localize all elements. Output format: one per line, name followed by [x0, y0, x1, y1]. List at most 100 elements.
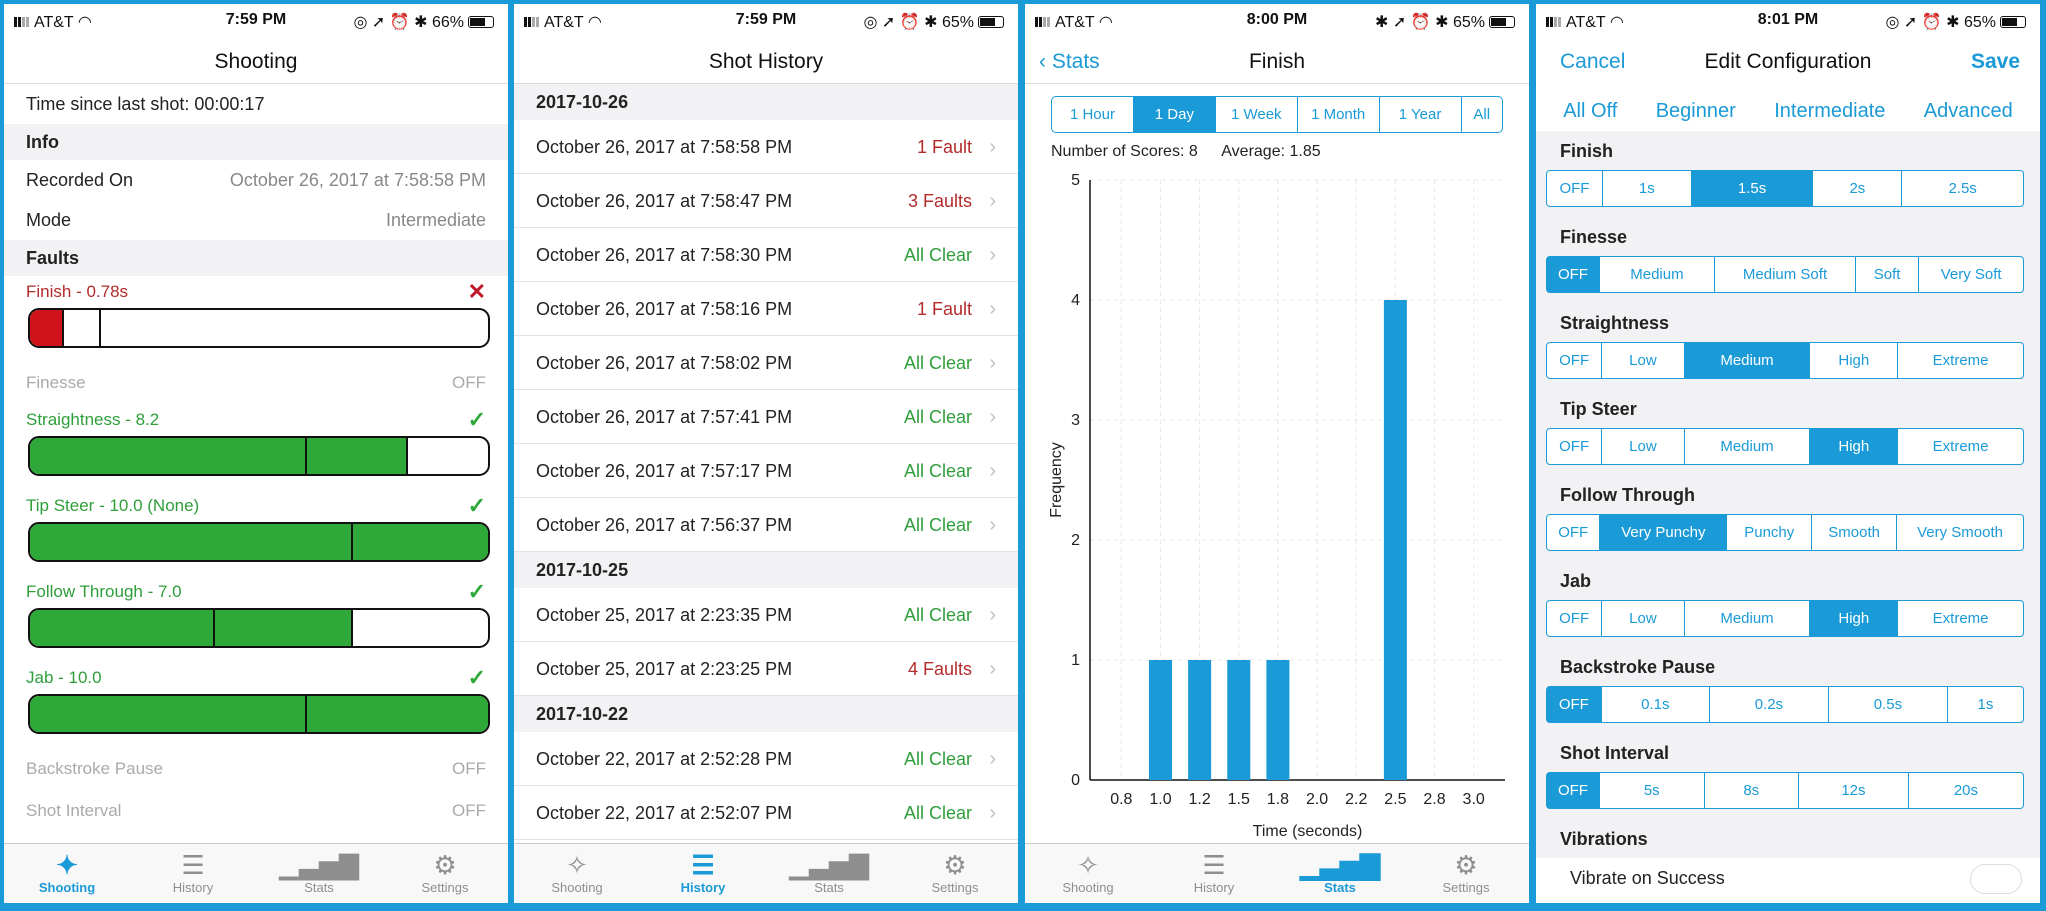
config-option[interactable]: 5s — [1598, 773, 1704, 808]
time-since-last-shot: Time since last shot: 00:00:17 — [26, 94, 265, 114]
status-icons: ◎ ➚ ⏰ ✱ — [353, 14, 432, 31]
history-row[interactable]: October 26, 2017 at 7:58:02 PM All Clear › — [514, 336, 1018, 390]
range-option[interactable]: All — [1460, 97, 1502, 132]
config-option[interactable]: High — [1809, 429, 1898, 464]
fault-score-bar — [28, 522, 490, 562]
history-row[interactable]: October 22, 2017 at 2:52:28 PM All Clear › — [514, 732, 1018, 786]
preset-level-button[interactable]: All Off — [1563, 100, 1618, 122]
config-option[interactable]: OFF — [1547, 257, 1599, 292]
gear-icon: ⚙ — [943, 850, 967, 880]
history-result: 4 Faults — [907, 659, 972, 679]
x-tick-label: 1.5 — [1228, 791, 1250, 808]
history-row[interactable]: October 25, 2017 at 2:23:35 PM All Clear › — [514, 588, 1018, 642]
config-option[interactable]: 1.5s — [1690, 171, 1813, 206]
clock: 7:59 PM — [225, 11, 287, 28]
history-row[interactable]: October 26, 2017 at 7:57:17 PM All Clear › — [514, 444, 1018, 498]
config-option[interactable]: Low — [1601, 343, 1683, 378]
config-option[interactable]: 2s — [1812, 171, 1901, 206]
tab-shooting[interactable]: ✦ Shooting — [4, 844, 130, 903]
config-option[interactable]: High — [1809, 601, 1898, 636]
config-option[interactable]: Medium — [1683, 343, 1810, 378]
config-option[interactable]: Medium — [1683, 429, 1810, 464]
config-option-selector: OFF Very Punchy Punchy Smooth Very Smooth — [1546, 514, 2024, 551]
config-option[interactable]: 0.5s — [1827, 687, 1947, 722]
config-option[interactable]: OFF — [1559, 180, 1590, 197]
tab-bar: ✧ Shooting ☰ History ▁▃▅▇ Stats ⚙ Settings — [514, 843, 1018, 903]
config-option[interactable]: Punchy — [1726, 515, 1811, 550]
preset-level-button[interactable]: Beginner — [1655, 100, 1736, 122]
config-option[interactable]: Very Soft — [1918, 257, 2023, 292]
back-button[interactable]: ‹ Stats — [1039, 50, 1100, 73]
clock: 8:00 PM — [1246, 11, 1308, 28]
vibrate-on-success-toggle[interactable] — [1970, 864, 2022, 894]
range-option[interactable]: 1 Day — [1132, 97, 1215, 132]
tab-stats[interactable]: ▁▃▅▇ Stats — [766, 844, 892, 903]
config-option[interactable]: 1s — [1946, 687, 2023, 722]
config-option[interactable]: Medium — [1598, 257, 1714, 292]
config-option[interactable]: 1s — [1601, 171, 1691, 206]
config-option[interactable]: OFF — [1559, 610, 1590, 627]
range-option[interactable]: 1 Hour — [1069, 106, 1115, 123]
config-option[interactable]: Smooth — [1811, 515, 1896, 550]
config-option-selector: OFF Low Medium High Extreme — [1546, 600, 2024, 637]
config-option[interactable]: 0.1s — [1600, 687, 1709, 722]
config-option[interactable]: OFF — [1547, 773, 1599, 808]
config-option[interactable]: Medium Soft — [1713, 257, 1855, 292]
info-header: Info — [4, 124, 508, 160]
config-option[interactable]: Very Smooth — [1896, 515, 2023, 550]
tab-settings[interactable]: ⚙ Settings — [892, 844, 1018, 903]
y-tick-label: 5 — [1071, 172, 1080, 189]
tab-history[interactable]: ☰ History — [640, 844, 766, 903]
config-option[interactable]: 8s — [1703, 773, 1798, 808]
history-row[interactable]: October 25, 2017 at 2:23:25 PM 4 Faults › — [514, 642, 1018, 696]
config-option[interactable]: Low — [1601, 601, 1683, 636]
config-option[interactable]: 20s — [1907, 773, 2023, 808]
tab-stats[interactable]: ▁▃▅▇ Stats — [256, 844, 382, 903]
config-option[interactable]: OFF — [1559, 352, 1590, 369]
config-option[interactable]: Extreme — [1897, 429, 2023, 464]
range-option[interactable]: 1 Month — [1296, 97, 1379, 132]
config-option[interactable]: Soft — [1855, 257, 1918, 292]
tab-settings[interactable]: ⚙ Settings — [382, 844, 508, 903]
cancel-button[interactable]: Cancel — [1560, 50, 1626, 73]
signal-icon — [524, 17, 540, 27]
config-option[interactable]: Low — [1601, 429, 1683, 464]
range-option[interactable]: 1 Year — [1378, 97, 1461, 132]
preset-level-button[interactable]: Advanced — [1923, 100, 2013, 122]
tab-shooting[interactable]: ✧ Shooting — [1025, 844, 1151, 903]
history-row[interactable]: October 26, 2017 at 7:58:16 PM 1 Fault › — [514, 282, 1018, 336]
save-button[interactable]: Save — [1970, 50, 2020, 73]
preset-level-button[interactable]: Intermediate — [1774, 100, 1886, 122]
history-timestamp: October 26, 2017 at 7:58:58 PM — [536, 137, 793, 157]
history-row[interactable]: October 26, 2017 at 7:58:47 PM 3 Faults › — [514, 174, 1018, 228]
config-option[interactable]: 0.2s — [1708, 687, 1828, 722]
history-row[interactable]: October 22, 2017 at 2:52:07 PM All Clear › — [514, 786, 1018, 840]
config-option[interactable]: OFF — [1547, 687, 1601, 722]
history-row[interactable]: October 26, 2017 at 7:57:41 PM All Clear › — [514, 390, 1018, 444]
fault-label-row: Finish - 0.78s ✕ — [4, 276, 508, 308]
config-option[interactable]: Medium — [1683, 601, 1810, 636]
history-row[interactable]: October 26, 2017 at 7:58:30 PM All Clear › — [514, 228, 1018, 282]
history-result: 3 Faults — [907, 191, 972, 211]
config-option[interactable]: High — [1809, 343, 1897, 378]
tab-history[interactable]: ☰ History — [130, 844, 256, 903]
config-option[interactable]: Extreme — [1897, 601, 2023, 636]
stats-summary: Number of Scores: 8 Average: 1.85 — [1025, 133, 1529, 161]
history-timestamp: October 26, 2017 at 7:56:37 PM — [536, 515, 793, 535]
history-timestamp: October 22, 2017 at 2:52:28 PM — [536, 749, 793, 769]
battery-icon — [978, 16, 1004, 28]
history-row[interactable]: October 26, 2017 at 7:56:37 PM All Clear › — [514, 498, 1018, 552]
tab-shooting[interactable]: ✧ Shooting — [514, 844, 640, 903]
history-row[interactable]: October 26, 2017 at 7:58:58 PM 1 Fault › — [514, 120, 1018, 174]
config-option[interactable]: 12s — [1797, 773, 1908, 808]
preset-levels: All Off Beginner Intermediate Advanced — [1536, 84, 2040, 131]
tab-settings[interactable]: ⚙ Settings — [1403, 844, 1529, 903]
config-option[interactable]: Very Punchy — [1599, 515, 1727, 550]
tab-history[interactable]: ☰ History — [1151, 844, 1277, 903]
config-option[interactable]: 2.5s — [1901, 171, 2023, 206]
config-option[interactable]: Extreme — [1897, 343, 2023, 378]
range-option[interactable]: 1 Week — [1214, 97, 1297, 132]
config-option[interactable]: OFF — [1559, 438, 1590, 455]
config-option[interactable]: OFF — [1558, 524, 1589, 541]
tab-stats[interactable]: ▁▃▅▇ Stats — [1277, 844, 1403, 903]
